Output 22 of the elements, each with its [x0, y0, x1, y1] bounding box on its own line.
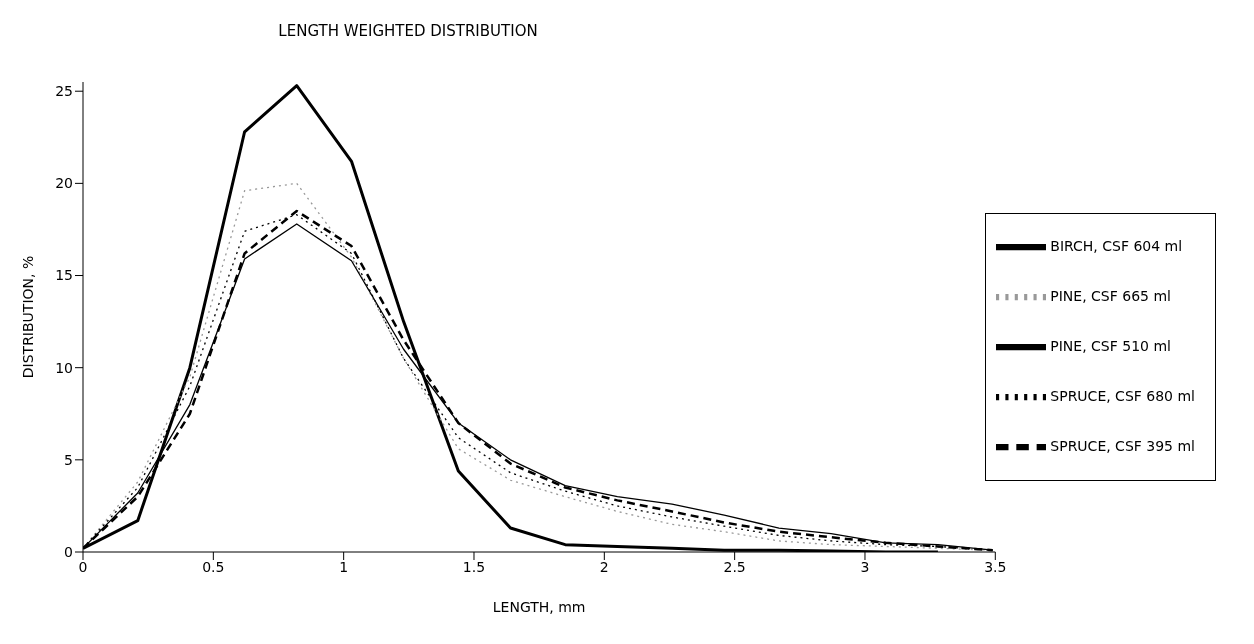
y-tick-label: 5	[64, 451, 73, 468]
x-tick-label: 0.5	[202, 558, 225, 575]
x-tick-label: 1.5	[462, 558, 486, 575]
x-tick-label: 2.5	[723, 558, 746, 575]
legend-label: SPRUCE, CSF 395 ml	[1050, 438, 1195, 454]
y-tick-label: 0	[64, 543, 73, 560]
x-tick-label: 1	[339, 558, 349, 575]
legend-label: BIRCH, CSF 604 ml	[1050, 238, 1183, 254]
chart-title: LENGTH WEIGHTED DISTRIBUTION	[277, 22, 539, 42]
legend-label: SPRUCE, CSF 680 ml	[1050, 388, 1195, 404]
legend-label: PINE, CSF 510 ml	[1050, 338, 1171, 354]
legend-label: PINE, CSF 665 ml	[1050, 288, 1171, 304]
x-tick-label: 0	[78, 558, 88, 575]
y-tick-label: 10	[55, 359, 73, 376]
x-tick-label: 3.5	[984, 558, 1007, 575]
x-tick-label: 2	[599, 558, 609, 575]
y-tick-label: 25	[55, 83, 73, 100]
x-axis-title: LENGTH, mm	[492, 599, 586, 615]
y-tick-label: 15	[55, 267, 73, 284]
y-axis-title: DISTRIBUTION, %	[19, 255, 36, 379]
x-tick-label: 3	[860, 558, 870, 575]
y-tick-label: 20	[55, 175, 73, 192]
